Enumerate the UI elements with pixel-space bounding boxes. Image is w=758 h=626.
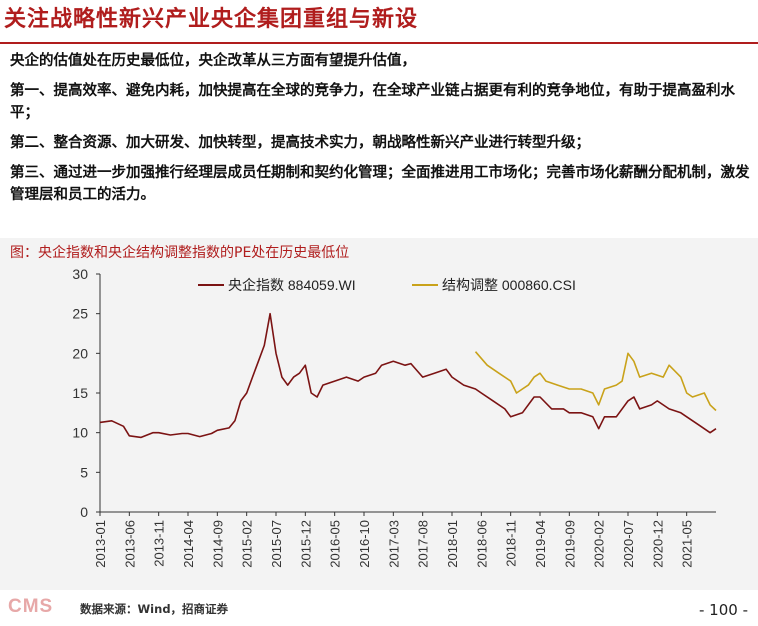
legend-label-1: 央企指数 884059.WI	[228, 277, 356, 293]
page-number: - 100 -	[699, 601, 748, 619]
series-line-1	[99, 312, 717, 439]
x-tick-label: 2013-01	[93, 520, 108, 568]
x-tick-label: 2020-07	[621, 520, 636, 568]
y-tick-label: 25	[72, 306, 88, 322]
paragraph-second: 第二、整合资源、加大研发、加快转型，提高技术实力，朝战略性新兴产业进行转型升级；	[10, 135, 590, 151]
paragraph-first: 第一、提高效率、避免内耗，加快提高在全球的竞争力，在全球产业链占据更有利的竞争地…	[10, 83, 735, 121]
legend-label-2: 结构调整 000860.CSI	[442, 277, 576, 293]
x-tick-label: 2013-11	[152, 520, 167, 567]
pe-line-chart: 0 5 10 15 20 25 30 2013-01 2013-06 2013-11 2014-04…	[72, 266, 717, 568]
x-tick-label: 2016-05	[328, 520, 343, 568]
paragraph-intro: 央企的估值处在历史最低位，央企改革从三方面有望提升估值，	[10, 53, 416, 69]
x-tick-label: 2017-03	[386, 520, 401, 568]
x-tick-label: 2020-12	[650, 520, 665, 568]
x-tick-label: 2021-05	[680, 520, 695, 568]
series-line-2	[474, 351, 717, 412]
title-divider	[0, 42, 758, 44]
body-text: 央企的估值处在历史最低位，央企改革从三方面有望提升估值， 第一、提高效率、避免内…	[10, 50, 752, 214]
paragraph-third: 第三、通过进一步加强推行经理层成员任期制和契约化管理；全面推进用工市场化；完善市…	[10, 165, 750, 203]
x-tick-label: 2018-06	[474, 520, 489, 568]
y-tick-label: 20	[72, 345, 88, 361]
y-tick-label: 5	[80, 464, 88, 480]
x-tick-label: 2015-07	[269, 520, 284, 568]
x-tick-label: 2018-01	[445, 520, 460, 568]
data-source: 数据来源：Wind，招商证券	[80, 602, 229, 616]
page-title: 关注战略性新兴产业央企集团重组与新设	[4, 7, 419, 32]
x-tick-label: 2016-10	[357, 520, 372, 568]
x-tick-label: 2015-02	[240, 520, 255, 568]
x-tick-label: 2014-04	[181, 520, 196, 568]
figure-caption: 图：央企指数和央企结构调整指数的PE处在历史最低位	[10, 245, 350, 261]
x-tick-label: 2018-11	[504, 520, 519, 567]
x-tick-label: 2019-04	[533, 520, 548, 568]
y-tick-label: 0	[80, 504, 88, 520]
x-tick-label: 2017-08	[416, 520, 431, 568]
x-tick-label: 2020-02	[592, 520, 607, 568]
y-tick-label: 10	[72, 425, 88, 441]
y-tick-label: 30	[72, 266, 88, 282]
cms-logo: CMS	[8, 596, 54, 617]
figure-panel	[0, 238, 758, 590]
x-tick-label: 2014-09	[210, 520, 225, 568]
y-tick-label: 15	[72, 385, 88, 401]
x-tick-label: 2015-12	[298, 520, 313, 568]
x-tick-label: 2019-09	[562, 520, 577, 568]
x-tick-label: 2013-06	[122, 520, 137, 568]
